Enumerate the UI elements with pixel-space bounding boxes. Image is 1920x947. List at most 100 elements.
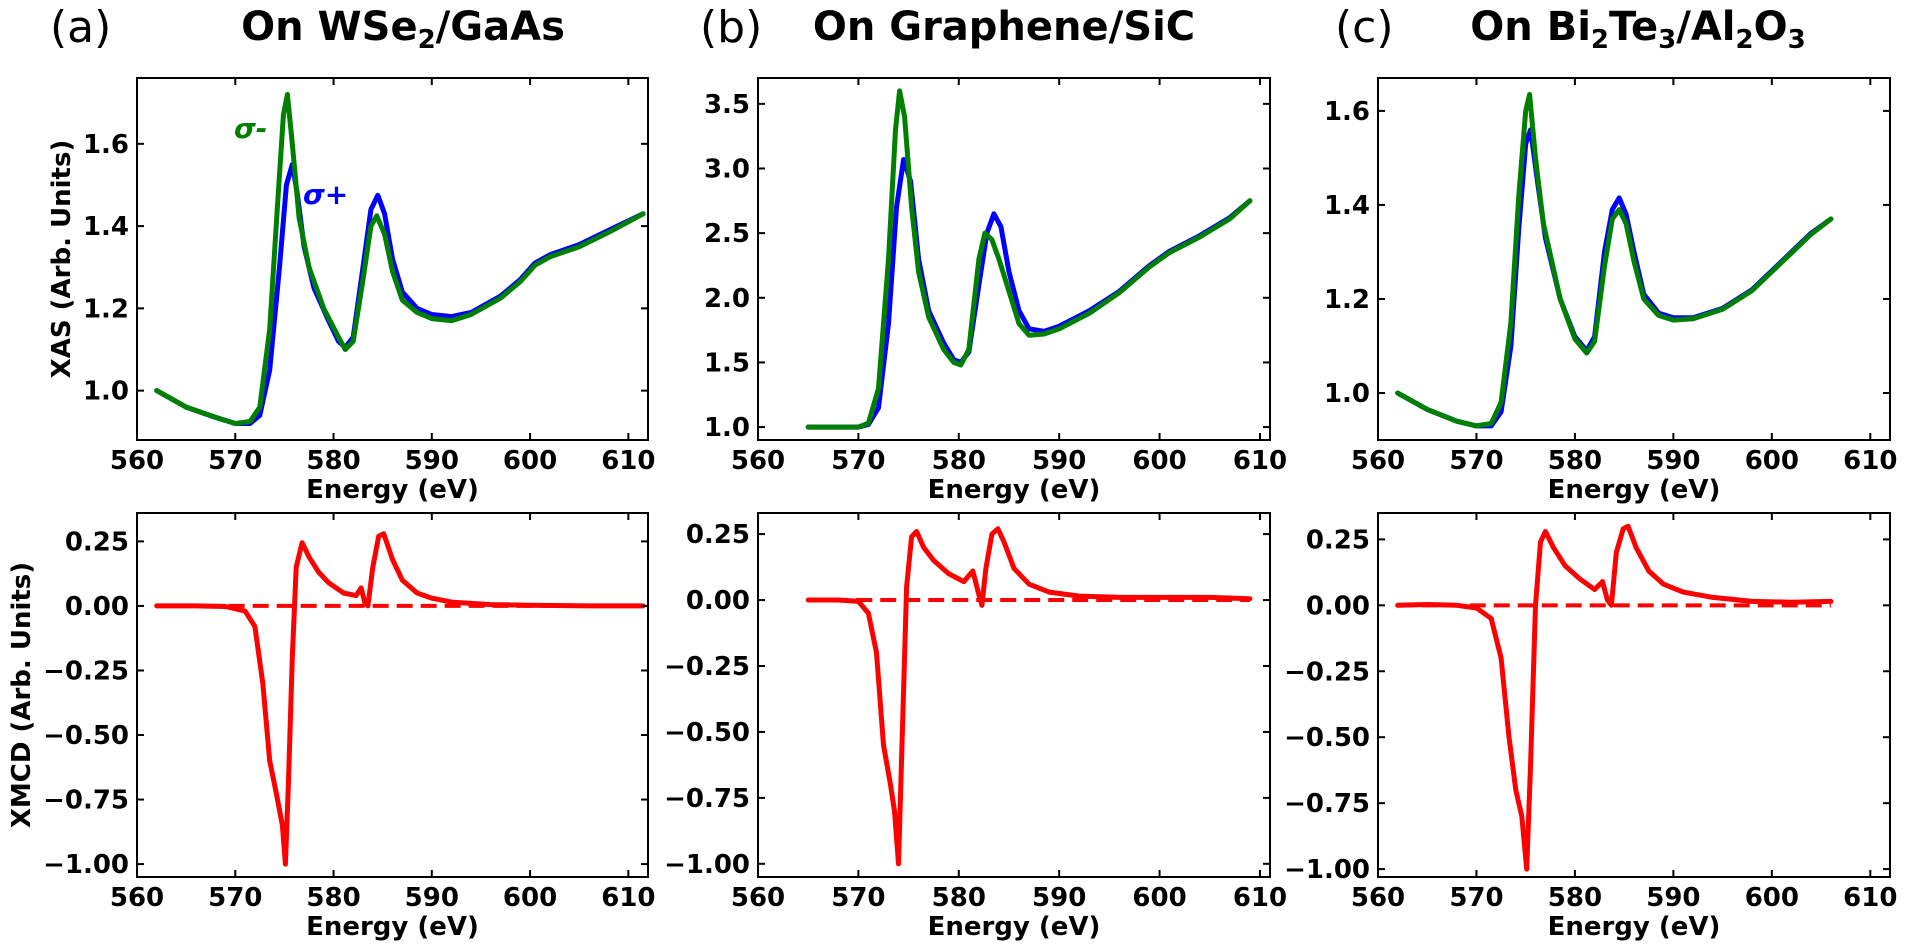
chart-xmcd-c: 560 570 580 590 600 610 0.25 0.00 −0.25 −0.50 −0.7… [1284, 512, 1897, 942]
panel-title: On Bi2Te3/Al2O3 [1470, 4, 1805, 55]
x-tick-label: 580 [1548, 446, 1602, 476]
panel-title-subscript: 3 [1788, 25, 1806, 55]
x-tick-label: 590 [1646, 883, 1700, 913]
x-tick-label: 570 [1449, 883, 1503, 913]
y-tick-label: 1.0 [1324, 379, 1370, 409]
x-tick-label: 600 [503, 446, 557, 476]
y-tick-label: 0.25 [1306, 525, 1370, 555]
x-axis-label: Energy (eV) [306, 475, 479, 505]
y-tick-label: 1.0 [83, 377, 129, 407]
x-tick-label: 590 [405, 883, 459, 913]
x-tick-label: 590 [1032, 446, 1086, 476]
x-axis-label: Energy (eV) [1548, 912, 1721, 942]
y-tick-label: 1.2 [83, 294, 129, 324]
y-tick-label: 2.0 [704, 284, 750, 314]
x-tick-label: 590 [1032, 883, 1086, 913]
y-tick-label: 1.6 [1324, 97, 1370, 127]
x-tick-label: 610 [1843, 446, 1897, 476]
y-tick-label: 3.0 [704, 155, 750, 185]
x-tick-label: 610 [601, 883, 655, 913]
y-tick-label: −0.50 [43, 721, 129, 751]
y-tick-label: −0.50 [1284, 723, 1370, 753]
x-tick-label: 610 [601, 446, 655, 476]
chart-xas-c: 560 570 580 590 600 610 1.0 1.2 1.4 1.6 Energy (eV… [1324, 77, 1897, 505]
x-axis-label: Energy (eV) [928, 475, 1101, 505]
x-tick-label: 600 [1132, 446, 1186, 476]
y-tick-label: −1.00 [43, 850, 129, 880]
y-tick-label: 0.25 [686, 520, 750, 550]
y-tick-label: −0.75 [43, 786, 129, 816]
x-tick-label: 610 [1233, 883, 1287, 913]
x-tick-label: 560 [110, 883, 164, 913]
x-tick-label: 600 [1132, 883, 1186, 913]
x-tick-label: 600 [1745, 883, 1799, 913]
x-axis-label: Energy (eV) [306, 912, 479, 942]
y-tick-label: −0.25 [664, 652, 750, 682]
y-tick-label: 1.0 [704, 413, 750, 443]
x-tick-label: 560 [731, 883, 785, 913]
x-tick-label: 590 [1646, 446, 1700, 476]
y-tick-label: 1.4 [83, 212, 129, 242]
x-axis-label: Energy (eV) [928, 912, 1101, 942]
sigma-plus-annotation: σ+ [303, 178, 348, 211]
y-tick-label: 1.6 [83, 130, 129, 160]
panel-letter: (b) [700, 2, 762, 53]
x-tick-label: 580 [932, 883, 986, 913]
x-tick-label: 600 [503, 883, 557, 913]
axes-frame [136, 512, 649, 878]
x-tick-label: 570 [831, 446, 885, 476]
x-tick-label: 610 [1843, 883, 1897, 913]
xmcd-line [805, 526, 1253, 867]
x-tick-label: 610 [1233, 446, 1287, 476]
x-tick-label: 580 [932, 446, 986, 476]
axes-frame [1377, 77, 1891, 441]
sigma-minus-annotation: σ- [234, 112, 267, 145]
y-tick-label: 2.5 [704, 219, 750, 249]
x-tick-label: 560 [1351, 883, 1405, 913]
panel-title-subscript: 3 [1658, 25, 1676, 55]
sigma-minus-line [805, 88, 1253, 430]
xmcd-line [1395, 523, 1834, 872]
x-tick-label: 570 [831, 883, 885, 913]
x-tick-label: 570 [1449, 446, 1503, 476]
sigma-minus-line [1395, 92, 1834, 429]
axes-frame [136, 77, 649, 441]
y-tick-label: −0.25 [43, 656, 129, 686]
panel-title-segment: On WSe [241, 4, 417, 50]
x-tick-label: 590 [405, 446, 459, 476]
x-tick-label: 560 [1351, 446, 1405, 476]
panel-title: On Graphene/SiC [813, 4, 1195, 50]
x-tick-label: 580 [1548, 883, 1602, 913]
panel-letter: (a) [50, 2, 111, 53]
x-tick-label: 600 [1745, 446, 1799, 476]
panel-title-segment: /Al [1676, 4, 1735, 50]
y-tick-label: −1.00 [1284, 855, 1370, 885]
y-tick-label: 1.4 [1324, 191, 1370, 221]
y-axis-label: XAS (Arb. Units) [47, 140, 77, 379]
y-tick-label: −0.50 [664, 718, 750, 748]
y-tick-label: 0.00 [1306, 591, 1370, 621]
y-tick-label: 0.00 [686, 586, 750, 616]
x-tick-label: 560 [110, 446, 164, 476]
xmcd-line [154, 531, 646, 867]
y-tick-label: 1.5 [704, 348, 750, 378]
x-tick-label: 570 [208, 446, 262, 476]
axes-frame [1377, 512, 1891, 878]
panel-title-segment: On Graphene/SiC [813, 4, 1195, 50]
x-tick-label: 570 [208, 883, 262, 913]
y-tick-label: 0.00 [65, 592, 129, 622]
sigma-plus-line [805, 157, 1253, 430]
sigma-minus-line [154, 92, 646, 426]
panel-title-subscript: 2 [418, 25, 436, 55]
y-tick-label: 3.5 [704, 90, 750, 120]
x-tick-label: 560 [731, 446, 785, 476]
y-tick-label: −1.00 [664, 850, 750, 880]
panel-title: On WSe2/GaAs [241, 4, 565, 55]
x-tick-label: 580 [306, 446, 360, 476]
y-tick-label: 0.25 [65, 527, 129, 557]
chart-xas-b: 560 570 580 590 600 610 1.0 1.5 2.0 2.5 3.0 3.5 Ener… [704, 77, 1287, 505]
y-tick-label: −0.25 [1284, 657, 1370, 687]
panel-title-segment: /GaAs [436, 4, 565, 50]
panel-title-segment: O [1754, 4, 1788, 50]
